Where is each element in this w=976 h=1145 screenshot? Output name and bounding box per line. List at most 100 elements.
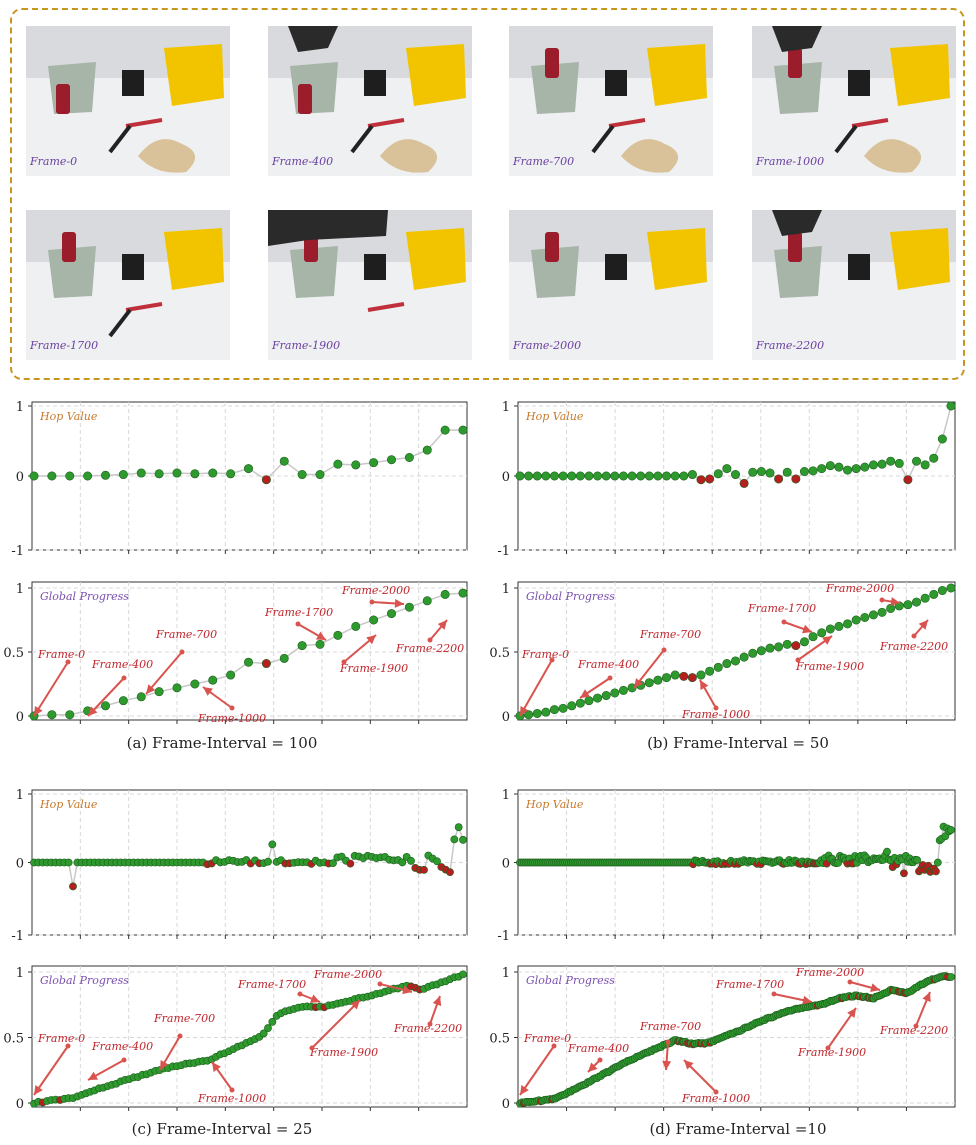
hop-value-point (900, 869, 908, 878)
hop-title: Hop Value (39, 798, 98, 811)
hop-value-point (933, 858, 942, 867)
global-progress-point (610, 688, 620, 698)
frame-annotation-label: Frame-2200 (395, 642, 464, 655)
hop-value-point (407, 856, 415, 865)
black-marker (350, 124, 374, 154)
frame-annotation-label: Frame-1000 (197, 1092, 266, 1105)
annotation-arrow-tail (295, 621, 301, 627)
global-progress-point (532, 708, 542, 718)
hop-value-point (172, 468, 182, 478)
hop-value-point (244, 464, 254, 474)
annotation-arrow-head (870, 983, 880, 993)
black-box (605, 70, 627, 96)
soda-can (62, 232, 76, 262)
yellow-bin (647, 228, 707, 290)
annotation-arrow-head (146, 684, 156, 694)
black-box (848, 70, 870, 96)
frame-annotation-label: Frame-2000 (341, 584, 410, 597)
global-progress-point (670, 670, 680, 680)
hop-value-point (946, 401, 956, 411)
hop-value-point (825, 461, 835, 471)
annotation-arrow-tail (713, 1089, 719, 1095)
hop-value-point (515, 471, 525, 481)
global-progress-point (47, 710, 57, 720)
hop-value-point (261, 475, 271, 485)
global-progress-point (584, 696, 594, 706)
annotation-arrow-tail (665, 1039, 671, 1045)
frame-annotation-label: Frame-700 (639, 1020, 701, 1033)
global-progress-point (404, 602, 414, 612)
global-progress-point (567, 701, 577, 711)
cloth (621, 139, 679, 173)
robot-arm (772, 26, 822, 52)
global-progress-point (653, 675, 663, 685)
hop-value-point (386, 455, 396, 465)
global-progress-point (851, 615, 861, 625)
soda-can (545, 48, 559, 78)
hop-value-point (454, 823, 463, 832)
annotation-arrow-tail (551, 1043, 557, 1049)
global-progress-point (172, 683, 182, 693)
frame-annotation-label: Frame-700 (639, 628, 701, 641)
hop-value-point (422, 445, 432, 455)
global-progress-point (208, 675, 218, 685)
annotation-arrow-tail (377, 981, 383, 987)
hop-value-point (346, 859, 355, 868)
annotation-arrow-head (700, 680, 709, 691)
annotation-arrow-tail (879, 597, 885, 603)
annotation-arrow-tail (427, 637, 433, 643)
frame-thumbnail: Frame-2200 (752, 210, 956, 360)
frame-annotation-label: Frame-2200 (393, 1022, 462, 1035)
global-progress-point (440, 589, 450, 599)
global-progress-point (817, 628, 827, 638)
soda-can (788, 48, 802, 78)
hop-value-point (404, 452, 414, 462)
hop-value-point (154, 469, 164, 479)
frame-thumbnail: Frame-400 (268, 26, 472, 176)
hop-value-point (851, 464, 861, 474)
global-progress-point (369, 615, 379, 625)
black-box (122, 70, 144, 96)
hop-value-point (696, 475, 706, 485)
hop-value-point (279, 456, 289, 466)
hop-value-point (351, 460, 361, 470)
frame-thumbnail: Frame-0 (26, 26, 230, 176)
frame-annotation-arrow (33, 661, 69, 717)
annotation-arrow-tail (121, 675, 127, 681)
annotation-arrow-tail (713, 705, 719, 711)
global-progress-point (920, 593, 930, 603)
frame-annotation-arrow (145, 651, 183, 695)
annotation-arrow-tail (781, 619, 787, 625)
hop-value-point (782, 467, 792, 477)
frame-annotation-label: Frame-400 (567, 1042, 629, 1055)
hop-value-point (679, 471, 689, 481)
hop-value-point (765, 468, 775, 478)
hop-value-point (369, 458, 379, 468)
hop-value-point (450, 835, 459, 844)
soda-can (545, 232, 559, 262)
annotation-arrow-head (918, 620, 928, 630)
cloth (864, 139, 922, 173)
frame-annotation-label: Frame-2000 (825, 582, 894, 595)
frame-label: Frame-700 (513, 155, 575, 168)
annotation-arrow-head (634, 678, 644, 688)
annotation-arrow-head (34, 705, 43, 716)
frame-annotation-label: Frame-400 (91, 1040, 153, 1053)
annotation-arrow-tail (177, 1033, 183, 1039)
global-progress-point (808, 632, 818, 642)
hop-axes: 1 0 -1 Hop Value (11, 788, 468, 944)
hop-value-point (843, 465, 853, 475)
annotation-arrow-tail (65, 1043, 71, 1049)
robot-arm (288, 26, 338, 52)
global-progress-point (687, 673, 697, 683)
hop-value-point (817, 464, 827, 474)
y-tick-label: -1 (11, 929, 24, 944)
annotation-arrow-head (802, 995, 812, 1005)
red-marker (367, 118, 405, 128)
hop-value-point (748, 467, 758, 477)
hop-value-point (433, 857, 441, 866)
progress-title: Global Progress (526, 974, 615, 987)
scene-illustration (752, 26, 956, 176)
global-progress-point (886, 603, 896, 613)
